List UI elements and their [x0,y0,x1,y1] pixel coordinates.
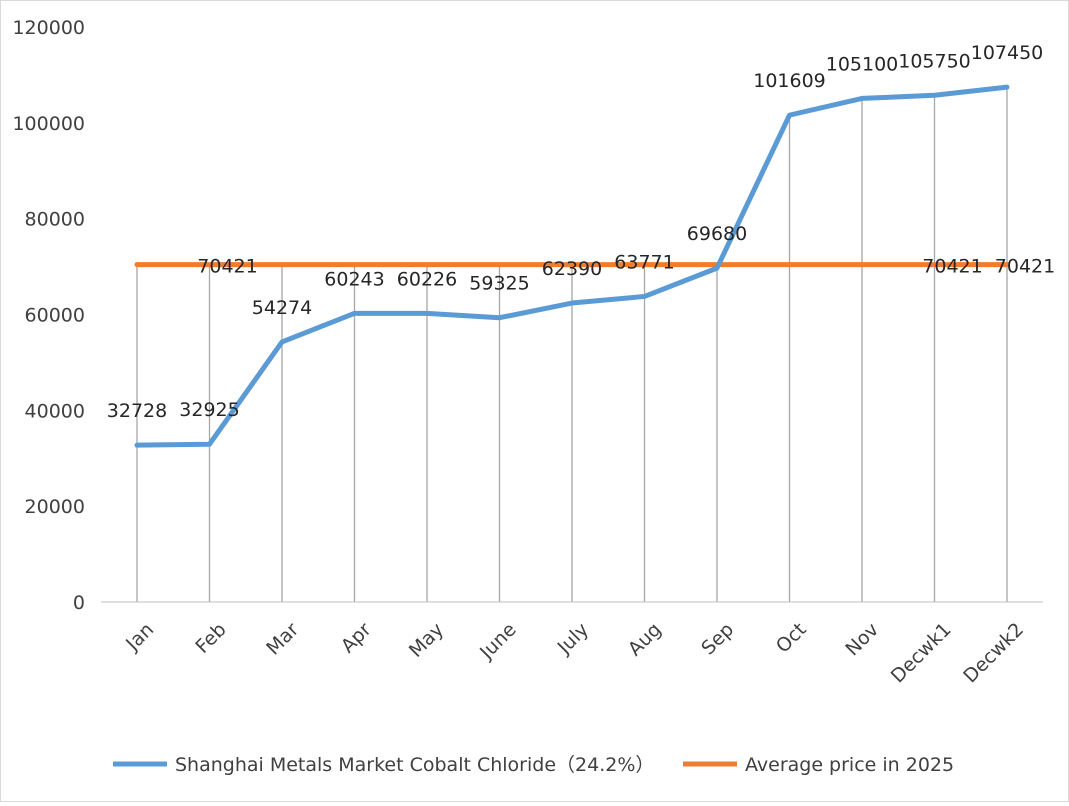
x-tick-label: Oct [772,619,811,658]
data-label-average: 70421 [197,256,257,278]
data-label-cobalt: 60226 [397,268,457,290]
x-tick-label: Decwk1 [887,619,956,688]
x-tick-label: Aug [624,619,666,661]
y-tick-label: 40000 [25,400,85,422]
y-tick-label: 60000 [25,305,85,327]
x-tick-label: Sep [697,619,738,660]
y-tick-label: 120000 [12,17,85,39]
x-tick-label: May [405,619,448,662]
x-tick-label: Feb [191,619,230,658]
y-tick-label: 0 [73,592,85,614]
data-label-cobalt: 32925 [179,399,239,421]
data-label-cobalt: 59325 [469,273,529,295]
drop-lines [136,87,1008,602]
data-label-cobalt: 69680 [687,223,747,245]
x-tick-label: Apr [337,618,376,657]
data-label-average: 70421 [995,256,1055,278]
data-label-cobalt: 101609 [753,70,826,92]
x-tick-label: Nov [841,619,883,661]
data-label-cobalt: 54274 [252,297,312,319]
series-line-cobalt [134,84,1010,448]
data-label-average: 70421 [922,256,982,278]
legend-label-cobalt: Shanghai Metals Market Cobalt Chloride（2… [175,754,654,776]
y-tick-label: 100000 [12,113,85,135]
data-label-cobalt: 107450 [971,42,1044,64]
series-lines [134,84,1010,448]
data-label-cobalt: 105750 [898,50,971,72]
data-label-cobalt: 63771 [614,251,674,273]
x-tick-label: Decwk2 [959,619,1028,688]
legend: Shanghai Metals Market Cobalt Chloride（2… [113,754,954,776]
data-label-cobalt: 60243 [324,268,384,290]
x-axis-ticks: Jan Feb Mar Apr May June July Aug Sep Oct Nov Decwk… [121,618,1028,687]
x-tick-label: July [553,619,593,659]
data-labels: 32728 32925 54274 60243 60226 59325 62390 63771… [107,42,1055,422]
x-tick-label: Jan [121,619,158,656]
data-label-cobalt: 32728 [107,400,167,422]
y-axis-ticks: 0 20000 40000 60000 80000 100000 120000 [12,17,85,614]
y-tick-label: 20000 [25,496,85,518]
y-tick-label: 80000 [25,209,85,231]
data-label-cobalt: 105100 [826,53,899,75]
legend-label-average: Average price in 2025 [745,754,954,776]
data-label-cobalt: 62390 [542,258,602,280]
x-tick-label: June [475,619,521,665]
x-tick-label: Mar [262,618,303,659]
